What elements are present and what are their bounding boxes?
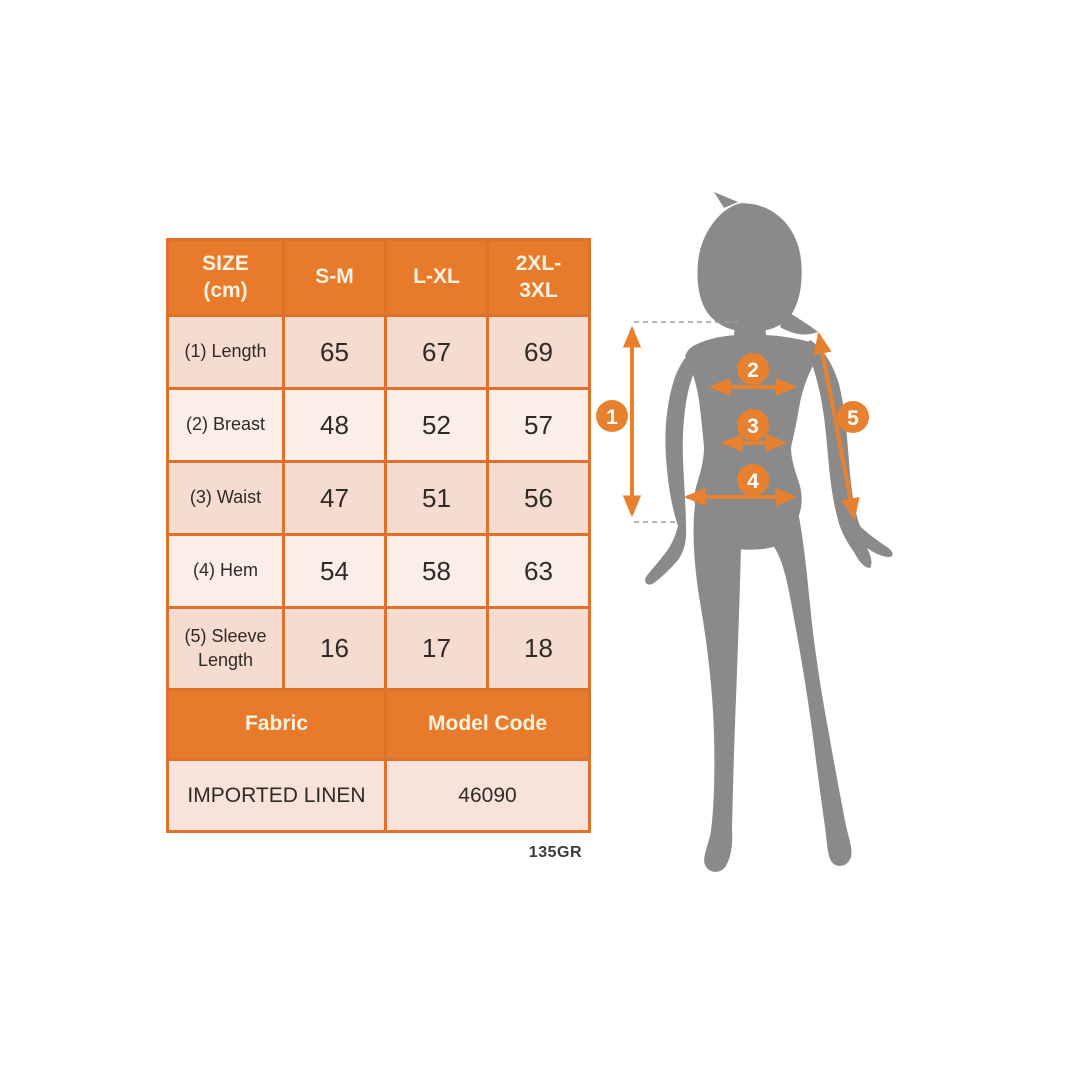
marker-circle-5 (837, 401, 869, 433)
row-label: (1) Length (166, 314, 285, 390)
measurement-marker-1: 1 (596, 400, 628, 432)
cell-value: 52 (384, 387, 489, 463)
row-label: (4) Hem (166, 533, 285, 609)
cell-value: 47 (282, 460, 387, 536)
table-row-length: (1) Length 65 67 69 (166, 314, 591, 390)
silhouette-hair-flick (780, 310, 818, 335)
measurement-marker-2: 2 (737, 353, 769, 385)
model-code-value: 46090 (384, 758, 591, 833)
measurement-marker-4: 4 (737, 464, 769, 496)
fabric-value: IMPORTED LINEN (166, 758, 387, 833)
marker-circle-4 (737, 464, 769, 496)
silhouette-hair-tuft (714, 192, 738, 208)
row-label: (2) Breast (166, 387, 285, 463)
row-label: (5) Sleeve Length (166, 606, 285, 691)
female-silhouette (645, 192, 893, 872)
info-value-row: IMPORTED LINEN 46090 (166, 758, 591, 833)
size-col-header-label: SIZE (cm) (202, 252, 249, 302)
cell-value: 51 (384, 460, 489, 536)
size-table-block: SIZE (cm) S-M L-XL 2XL-3XL (1) Length 65… (166, 238, 591, 862)
size-table-header-row: SIZE (cm) S-M L-XL 2XL-3XL (166, 238, 591, 317)
cell-value: 18 (486, 606, 591, 691)
measurement-marker-3: 3 (737, 409, 769, 441)
silhouette-right-leg (768, 498, 852, 866)
table-row-sleeve-length: (5) Sleeve Length 16 17 18 (166, 606, 591, 691)
cell-value: 58 (384, 533, 489, 609)
marker-circle-3 (737, 409, 769, 441)
silhouette-right-arm (804, 340, 893, 568)
body-measurement-diagram: 1 2 3 4 5 (596, 192, 893, 872)
cell-value: 67 (384, 314, 489, 390)
table-row-waist: (3) Waist 47 51 56 (166, 460, 591, 536)
col-header-sm-label: S-M (315, 265, 354, 289)
model-code-header: Model Code (384, 688, 591, 761)
cell-value: 48 (282, 387, 387, 463)
cell-value: 54 (282, 533, 387, 609)
marker-number-5: 5 (847, 407, 859, 430)
measurement-arrow-sleeve (813, 331, 860, 521)
info-header-row: Fabric Model Code (166, 688, 591, 761)
marker-number-3: 3 (747, 415, 759, 438)
silhouette-left-arm (645, 342, 708, 585)
silhouette-left-leg (693, 498, 741, 872)
cell-value: 63 (486, 533, 591, 609)
col-header-sm: S-M (282, 238, 387, 317)
cell-value: 16 (282, 606, 387, 691)
size-table: SIZE (cm) S-M L-XL 2XL-3XL (1) Length 65… (166, 238, 591, 833)
cell-value: 17 (384, 606, 489, 691)
size-col-header: SIZE (cm) (166, 238, 285, 317)
measurement-marker-5: 5 (837, 401, 869, 433)
col-header-2xl3xl: 2XL-3XL (486, 238, 591, 317)
cell-value: 65 (282, 314, 387, 390)
col-header-lxl-label: L-XL (413, 265, 460, 289)
marker-number-2: 2 (747, 359, 759, 382)
silhouette-head (697, 203, 802, 332)
row-label: (3) Waist (166, 460, 285, 536)
marker-number-4: 4 (747, 470, 759, 493)
col-header-2xl3xl-label: 2XL-3XL (515, 252, 562, 302)
marker-number-1: 1 (606, 406, 618, 429)
col-header-lxl: L-XL (384, 238, 489, 317)
marker-circle-1 (596, 400, 628, 432)
table-row-breast: (2) Breast 48 52 57 (166, 387, 591, 463)
fabric-header: Fabric (166, 688, 387, 761)
cell-value: 69 (486, 314, 591, 390)
cell-value: 56 (486, 460, 591, 536)
cell-value: 57 (486, 387, 591, 463)
table-row-hem: (4) Hem 54 58 63 (166, 533, 591, 609)
weight-footnote: 135GR (528, 844, 582, 861)
marker-circle-2 (737, 353, 769, 385)
